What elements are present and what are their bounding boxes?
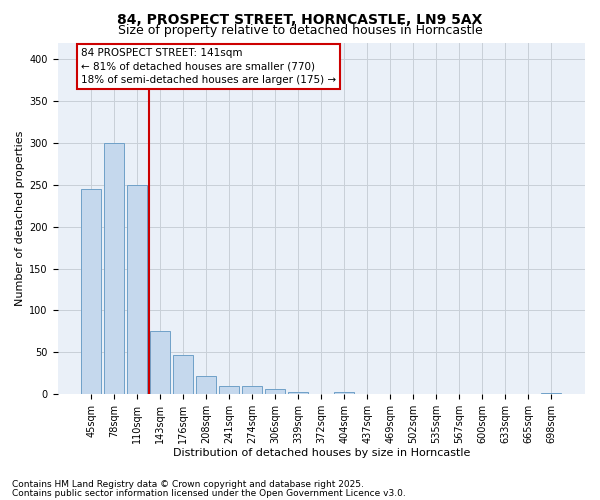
Bar — [541, 392, 561, 394]
Bar — [173, 355, 193, 394]
Text: 84 PROSPECT STREET: 141sqm
← 81% of detached houses are smaller (770)
18% of sem: 84 PROSPECT STREET: 141sqm ← 81% of deta… — [81, 48, 336, 85]
Bar — [265, 389, 285, 394]
Bar — [151, 332, 170, 394]
Y-axis label: Number of detached properties: Number of detached properties — [15, 130, 25, 306]
Text: Contains HM Land Registry data © Crown copyright and database right 2025.: Contains HM Land Registry data © Crown c… — [12, 480, 364, 489]
Bar — [127, 185, 147, 394]
X-axis label: Distribution of detached houses by size in Horncastle: Distribution of detached houses by size … — [173, 448, 470, 458]
Bar — [220, 386, 239, 394]
Text: 84, PROSPECT STREET, HORNCASTLE, LN9 5AX: 84, PROSPECT STREET, HORNCASTLE, LN9 5AX — [118, 12, 482, 26]
Text: Contains public sector information licensed under the Open Government Licence v3: Contains public sector information licen… — [12, 488, 406, 498]
Bar — [334, 392, 354, 394]
Text: Size of property relative to detached houses in Horncastle: Size of property relative to detached ho… — [118, 24, 482, 37]
Bar — [242, 386, 262, 394]
Bar — [82, 189, 101, 394]
Bar — [104, 143, 124, 394]
Bar — [196, 376, 216, 394]
Bar — [289, 392, 308, 394]
